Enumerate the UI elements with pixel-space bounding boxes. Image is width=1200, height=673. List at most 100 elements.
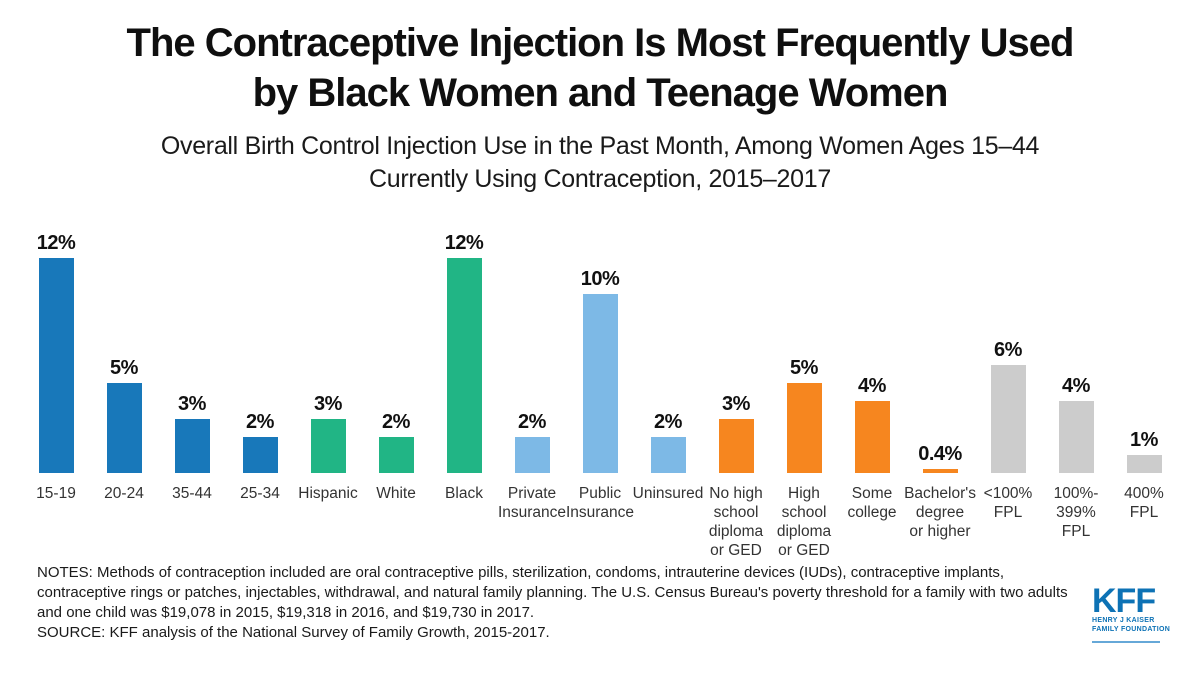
bar	[650, 437, 686, 473]
bar	[854, 401, 890, 473]
bar-value-label: 4%	[1062, 375, 1090, 397]
bar-area: 0.4%	[918, 228, 962, 473]
bar	[242, 437, 278, 473]
bar-area: 6%	[990, 228, 1026, 473]
bar-value-label: 3%	[178, 393, 206, 415]
kff-logo-acronym: KFF	[1092, 582, 1156, 620]
bar-column: 5% High school diploma or GED	[770, 228, 838, 560]
kff-logo-line2: FAMILY FOUNDATION	[1092, 626, 1171, 633]
bar-category-label: 100%- 399% FPL	[1053, 485, 1099, 540]
bar-column: 2% 25-34	[226, 228, 294, 503]
bar-area: 2%	[378, 228, 414, 473]
bar-value-label: 5%	[790, 357, 818, 379]
bar-value-label: 4%	[858, 375, 886, 397]
bar-column: 12% 15-19	[22, 228, 90, 503]
bar-column: 2% Private Insurance	[498, 228, 566, 522]
bar-value-label: 0.4%	[918, 443, 962, 465]
bar-value-label: 2%	[382, 411, 410, 433]
bar	[582, 294, 618, 473]
bar-column: 5% 20-24	[90, 228, 158, 503]
bar	[174, 419, 210, 473]
bar-category-label: Bachelor's degree or higher	[904, 485, 976, 540]
source-text: SOURCE: KFF analysis of the National Sur…	[37, 624, 550, 641]
bar-column: 2% White	[362, 228, 430, 503]
kff-logo-line1: HENRY J KAISER	[1092, 617, 1155, 624]
bar-area: 1%	[1126, 228, 1162, 473]
bar-category-label: Black	[445, 485, 483, 502]
bar	[310, 419, 346, 473]
kff-logo: KFF HENRY J KAISER FAMILY FOUNDATION	[1092, 582, 1171, 643]
bar-category-label: 20-24	[104, 485, 144, 502]
bar	[1058, 401, 1094, 473]
page-title-line1: The Contraceptive Injection Is Most Freq…	[126, 21, 1075, 65]
page-title: The Contraceptive Injection Is Most Freq…	[0, 18, 1200, 118]
bar-chart: 12% 15-19 5% 20-24 3% 35-44 2% 25-34 3% Hispanic 2…	[0, 228, 1200, 560]
bar-value-label: 2%	[246, 411, 274, 433]
bar-value-label: 5%	[110, 357, 138, 379]
kff-logo-underline	[1092, 641, 1160, 643]
bar-category-label: Uninsured	[632, 485, 704, 502]
bar-column: 12% Black	[430, 228, 498, 503]
bar-column: 10% Public Insurance	[566, 228, 634, 522]
bar-category-label: 15-19	[36, 485, 76, 502]
bar-category-label: White	[376, 485, 416, 502]
bar-value-label: 12%	[36, 232, 76, 254]
bar	[990, 365, 1026, 473]
bar-column: 3% Hispanic	[294, 228, 362, 503]
bar	[38, 258, 74, 473]
bar-column: 4% 100%- 399% FPL	[1042, 228, 1110, 541]
bar-value-label: 1%	[1130, 429, 1158, 451]
bar	[1126, 455, 1162, 473]
chart-subtitle-line2: Currently Using Contraception, 2015–2017	[369, 165, 831, 193]
bar	[446, 258, 482, 473]
bar-area: 3%	[174, 228, 210, 473]
bar-category-label: Some college	[847, 485, 897, 521]
bar-column: 1% 400% FPL	[1110, 228, 1178, 522]
bar-area: 10%	[581, 228, 620, 473]
bar	[922, 469, 958, 473]
bar-value-label: 6%	[994, 339, 1022, 361]
notes-text: NOTES: Methods of contraception included…	[37, 564, 1068, 621]
bar-category-label: <100% FPL	[983, 485, 1033, 521]
bar-area: 12%	[445, 228, 484, 473]
bar-value-label: 2%	[518, 411, 546, 433]
bar-column: 2% Uninsured	[632, 228, 704, 503]
bar-area: 2%	[242, 228, 278, 473]
chart-subtitle: Overall Birth Control Injection Use in t…	[0, 130, 1200, 196]
bar-category-label: No high school diploma or GED	[708, 485, 764, 559]
bar-area: 5%	[786, 228, 822, 473]
bar-column: 6% <100% FPL	[974, 228, 1042, 522]
page-title-line2: by Black Women and Teenage Women	[252, 71, 949, 115]
bar-column: 0.4% Bachelor's degree or higher	[904, 228, 976, 541]
bar-value-label: 3%	[722, 393, 750, 415]
bar-value-label: 3%	[314, 393, 342, 415]
bar-category-label: Hispanic	[298, 485, 358, 502]
bar-category-label: Public Insurance	[565, 485, 635, 521]
bar-category-label: 35-44	[172, 485, 212, 502]
chart-header: The Contraceptive Injection Is Most Freq…	[0, 0, 1200, 196]
bar-column: 4% Some college	[838, 228, 906, 522]
bar	[786, 383, 822, 473]
bar-category-label: 25-34	[240, 485, 280, 502]
bar-area: 4%	[854, 228, 890, 473]
bar-area: 5%	[106, 228, 142, 473]
bar-value-label: 12%	[444, 232, 484, 254]
bar-area: 2%	[650, 228, 686, 473]
chart-subtitle-line1: Overall Birth Control Injection Use in t…	[160, 132, 1040, 160]
bar-area: 3%	[718, 228, 754, 473]
bar-category-label: Private Insurance	[497, 485, 567, 521]
bar-column: 3% No high school diploma or GED	[702, 228, 770, 560]
bar-area: 2%	[514, 228, 550, 473]
bar	[106, 383, 142, 473]
bar	[514, 437, 550, 473]
bar-area: 3%	[310, 228, 346, 473]
bar-value-label: 2%	[654, 411, 682, 433]
bar-area: 12%	[37, 228, 76, 473]
bar-area: 4%	[1058, 228, 1094, 473]
bar-value-label: 10%	[580, 268, 620, 290]
bar	[718, 419, 754, 473]
bar-column: 3% 35-44	[158, 228, 226, 503]
footnotes: NOTES: Methods of contraception included…	[37, 563, 1079, 643]
bar	[378, 437, 414, 473]
bar-category-label: 400% FPL	[1124, 485, 1164, 521]
